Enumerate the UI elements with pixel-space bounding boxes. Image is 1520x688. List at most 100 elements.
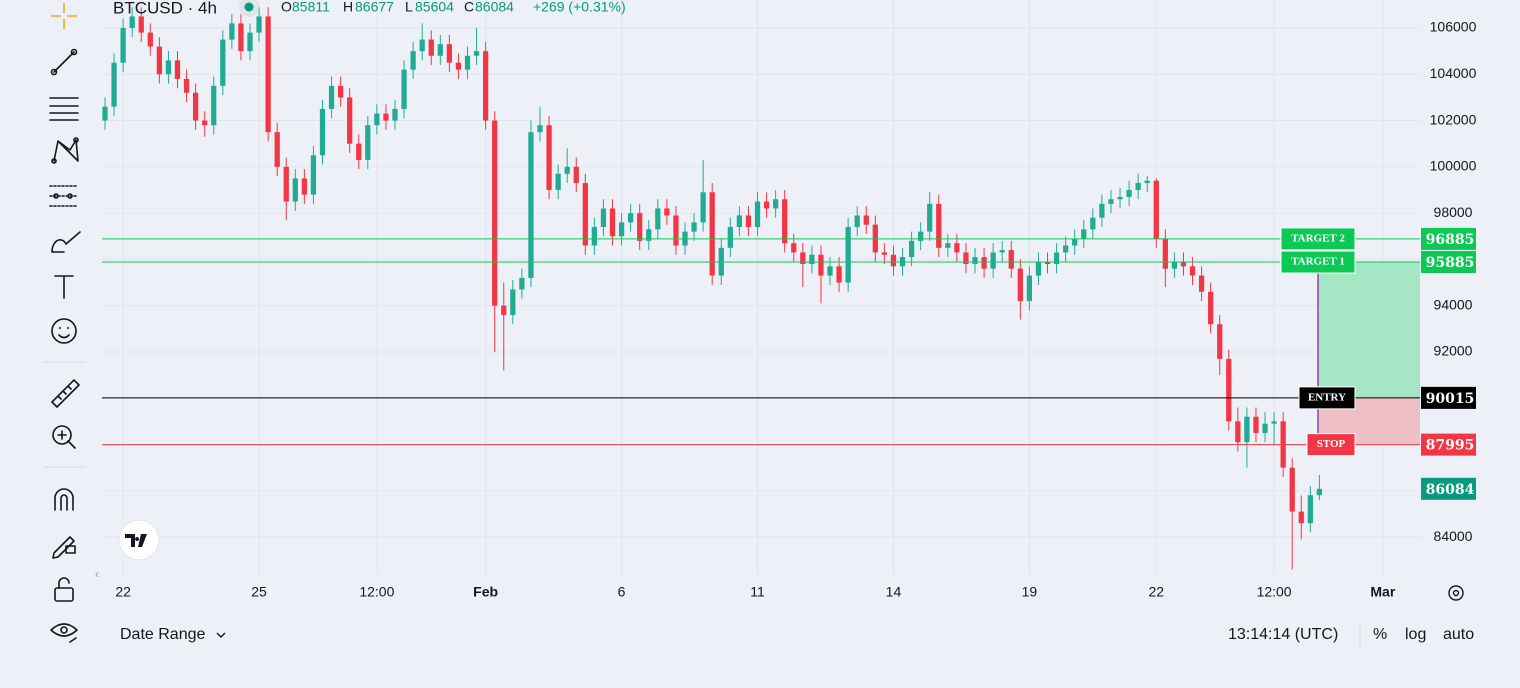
candle-body bbox=[1090, 217, 1096, 230]
date-range-button[interactable]: Date Range bbox=[120, 626, 205, 643]
candle-body bbox=[1235, 421, 1241, 443]
candle-body bbox=[609, 208, 616, 237]
legend-header: BTCUSD · 4h O 85811 H 86677 L 85604 C 86… bbox=[113, 0, 626, 17]
trend-line-tool[interactable] bbox=[50, 48, 78, 76]
axis-price-box bbox=[1421, 433, 1476, 456]
text-tool[interactable] bbox=[54, 275, 74, 299]
candle-body bbox=[628, 213, 634, 223]
change: +269 (+0.31%) bbox=[533, 0, 626, 15]
hide-tool[interactable] bbox=[50, 623, 78, 643]
fib-tool[interactable] bbox=[49, 97, 79, 121]
ohlc-value: 85811 bbox=[292, 0, 330, 15]
candle-body bbox=[845, 226, 851, 283]
symbol-title: BTCUSD · 4h bbox=[113, 0, 217, 17]
level-tag bbox=[1298, 386, 1356, 410]
candle-body bbox=[120, 27, 126, 63]
candle-body bbox=[1180, 261, 1187, 267]
candle-body bbox=[1108, 199, 1114, 204]
candle-body bbox=[1099, 203, 1105, 218]
chevron bbox=[216, 632, 226, 638]
candle-body bbox=[709, 192, 715, 276]
candle-body bbox=[809, 254, 815, 265]
candle-body bbox=[782, 199, 788, 244]
candle-body bbox=[1044, 261, 1051, 265]
crosshair-tool[interactable] bbox=[51, 3, 77, 29]
percent-toggle[interactable]: % bbox=[1373, 626, 1387, 643]
candle-body bbox=[147, 32, 153, 47]
level-tag-label: STOP bbox=[1317, 438, 1346, 450]
brush-tool[interactable] bbox=[51, 231, 81, 253]
collapse-arrow[interactable]: ‹ bbox=[95, 567, 99, 581]
unlock-tool[interactable] bbox=[54, 577, 74, 602]
candle-body bbox=[492, 120, 498, 306]
candle-body bbox=[283, 166, 289, 202]
axis-price-label: 90015 bbox=[1426, 391, 1475, 407]
candle-body bbox=[564, 166, 570, 174]
candle-body bbox=[528, 132, 534, 278]
y-tick-label: 94000 bbox=[1434, 296, 1473, 312]
candle-body bbox=[211, 85, 217, 126]
candle-body bbox=[310, 155, 317, 195]
candle-body bbox=[229, 23, 235, 40]
candle-body bbox=[383, 113, 389, 121]
candle-body bbox=[836, 266, 842, 283]
candle-body bbox=[618, 222, 625, 237]
zoom-tool[interactable] bbox=[52, 425, 76, 449]
clock: 13:14:14 (UTC) bbox=[1228, 626, 1338, 643]
candle-body bbox=[464, 55, 471, 70]
candle-body bbox=[319, 108, 326, 156]
axis-price-label: 95885 bbox=[1426, 255, 1475, 271]
ohlc-key: O bbox=[281, 0, 292, 15]
candle-body bbox=[727, 226, 733, 248]
level-tag-label: TARGET 2 bbox=[1291, 232, 1345, 244]
level-tag bbox=[1306, 433, 1356, 457]
candle-body bbox=[274, 132, 280, 167]
candle-body bbox=[156, 46, 162, 75]
candle-body bbox=[1171, 261, 1178, 269]
x-tick-label: 12:00 bbox=[359, 584, 394, 600]
pattern-tool[interactable] bbox=[51, 137, 79, 164]
y-tick-label: 102000 bbox=[1430, 111, 1477, 127]
candle-body bbox=[365, 125, 371, 160]
candle-body bbox=[745, 215, 752, 227]
candle-body bbox=[763, 201, 770, 209]
axis-price-label: 87995 bbox=[1426, 438, 1475, 454]
candle-body bbox=[700, 192, 706, 223]
candle-body bbox=[337, 85, 344, 98]
candle-body bbox=[220, 39, 226, 86]
y-tick-label: 98000 bbox=[1434, 204, 1473, 220]
emoji-tool[interactable] bbox=[51, 318, 77, 344]
candle-body bbox=[1162, 238, 1168, 269]
ohlc-value: 86084 bbox=[475, 0, 514, 15]
axis-price-label: 96885 bbox=[1426, 232, 1475, 248]
magnet-tool[interactable] bbox=[54, 488, 74, 511]
auto-toggle[interactable]: auto bbox=[1443, 626, 1474, 643]
candle-body bbox=[473, 51, 480, 56]
candle-body bbox=[374, 113, 380, 126]
last-price-label: 86084 bbox=[1426, 482, 1475, 498]
candle-body bbox=[546, 125, 552, 190]
candle-body bbox=[111, 62, 117, 107]
settings-button[interactable] bbox=[1448, 585, 1464, 601]
candle-body bbox=[1244, 416, 1250, 443]
candle-body bbox=[908, 240, 915, 258]
x-tick-label: 22 bbox=[115, 584, 131, 600]
candle-body bbox=[446, 44, 453, 63]
ohlc-value: 86677 bbox=[355, 0, 394, 15]
candle-body bbox=[247, 32, 253, 52]
ruler-tool[interactable] bbox=[51, 379, 80, 408]
lock-drawings-tool[interactable] bbox=[52, 536, 76, 559]
candle-body bbox=[1217, 324, 1223, 359]
candle-body bbox=[419, 39, 425, 52]
x-tick-label: 22 bbox=[1148, 584, 1164, 600]
forecast-tool[interactable] bbox=[49, 185, 79, 207]
candle-body bbox=[1198, 275, 1205, 292]
log-toggle[interactable]: log bbox=[1405, 626, 1426, 643]
candle-body bbox=[192, 92, 199, 121]
candle-body bbox=[401, 69, 407, 109]
candle-body bbox=[356, 143, 362, 160]
candle-body bbox=[827, 266, 833, 276]
ohlc-key: L bbox=[405, 0, 413, 15]
y-tick-label: 104000 bbox=[1430, 65, 1477, 81]
